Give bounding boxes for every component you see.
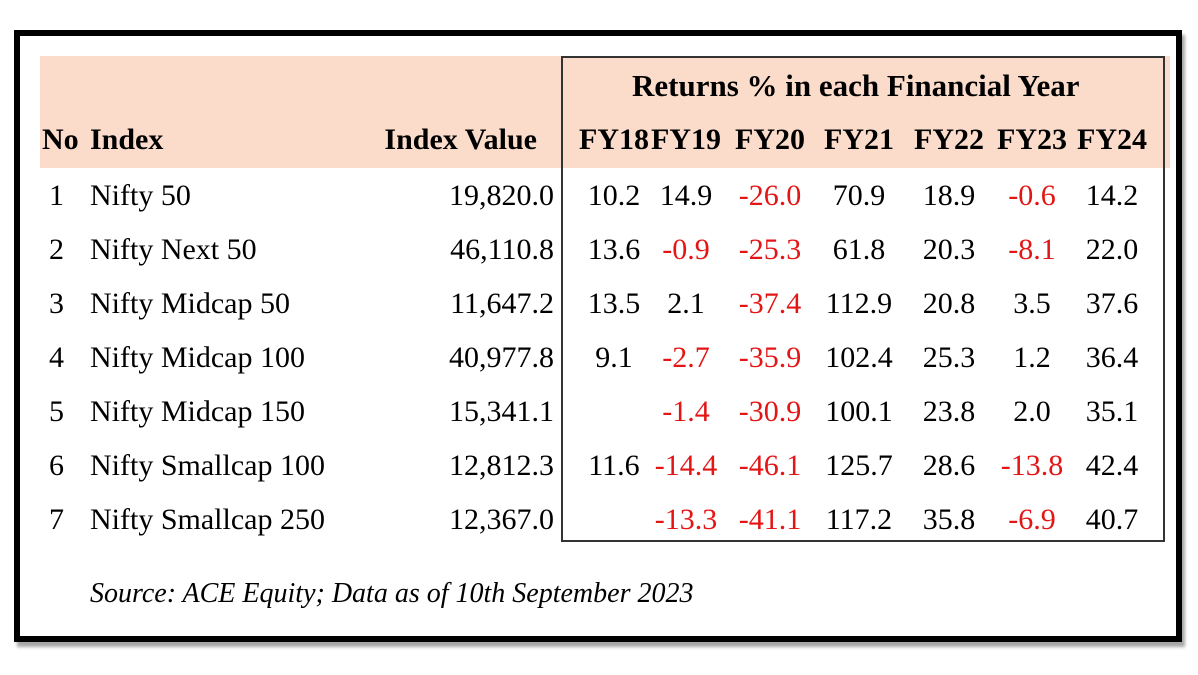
return-cell-fy21: 117.2 [825, 503, 893, 536]
return-cell-fy22: 20.3 [922, 233, 976, 266]
return-cell-fy24: 37.6 [1085, 287, 1139, 320]
source-note: Source: ACE Equity; Data as of 10th Sept… [90, 578, 694, 609]
index-name: Nifty Next 50 [90, 233, 257, 266]
return-cell-fy24: 36.4 [1085, 341, 1139, 374]
return-cell-fy24: 22.0 [1085, 233, 1139, 266]
index-value: 11,647.2 [450, 287, 554, 320]
return-cell-fy19: 14.9 [659, 179, 713, 212]
col-header-fy22: FY22 [914, 123, 984, 156]
index-name: Nifty Midcap 150 [90, 395, 305, 428]
return-cell-fy20: -25.3 [738, 233, 802, 266]
index-name: Nifty Smallcap 250 [90, 503, 325, 536]
return-cell-fy23: 1.2 [1013, 341, 1051, 374]
return-cell-fy22: 28.6 [922, 449, 976, 482]
return-cell-fy20: -35.9 [738, 341, 802, 374]
return-cell-fy18: 11.6 [588, 449, 640, 482]
return-cell-fy20: -46.1 [738, 449, 802, 482]
return-cell-fy24: 40.7 [1085, 503, 1139, 536]
return-cell-fy20: -30.9 [738, 395, 802, 428]
index-name: Nifty Midcap 100 [90, 341, 305, 374]
table-frame: Returns % in each Financial Year No Inde… [14, 30, 1182, 642]
return-cell-fy19: -2.7 [662, 341, 710, 374]
row-number: 4 [49, 341, 64, 374]
return-cell-fy19: -1.4 [662, 395, 710, 428]
row-number: 1 [49, 179, 64, 212]
row-number: 7 [49, 503, 64, 536]
return-cell-fy22: 25.3 [922, 341, 976, 374]
return-cell-fy19: -0.9 [662, 233, 710, 266]
return-cell-fy24: 35.1 [1085, 395, 1139, 428]
col-header-no: No [42, 123, 79, 156]
return-cell-fy21: 125.7 [825, 449, 893, 482]
return-cell-fy23: -8.1 [1008, 233, 1056, 266]
return-cell-fy20: -41.1 [738, 503, 802, 536]
return-cell-fy22: 20.8 [922, 287, 976, 320]
col-header-fy20: FY20 [735, 123, 805, 156]
return-cell-fy23: 3.5 [1013, 287, 1051, 320]
return-cell-fy19: -14.4 [654, 449, 718, 482]
col-header-fy23: FY23 [997, 123, 1067, 156]
return-cell-fy18: 13.6 [587, 233, 641, 266]
return-cell-fy18: 10.2 [587, 179, 641, 212]
index-value: 12,367.0 [449, 503, 554, 536]
index-value: 19,820.0 [449, 179, 554, 212]
return-cell-fy21: 112.9 [825, 287, 893, 320]
col-header-fy18: FY18 [579, 123, 649, 156]
returns-group-header: Returns % in each Financial Year [632, 68, 1080, 103]
return-cell-fy21: 70.9 [832, 179, 886, 212]
index-name: Nifty Midcap 50 [90, 287, 290, 320]
return-cell-fy24: 14.2 [1085, 179, 1139, 212]
return-cell-fy21: 100.1 [825, 395, 893, 428]
index-name: Nifty Smallcap 100 [90, 449, 325, 482]
col-header-index-value: Index Value [384, 123, 537, 156]
returns-section-border [561, 56, 1165, 542]
row-number: 2 [49, 233, 64, 266]
index-value: 12,812.3 [449, 449, 554, 482]
return-cell-fy23: -13.8 [1000, 449, 1064, 482]
return-cell-fy21: 102.4 [825, 341, 893, 374]
index-value: 40,977.8 [449, 341, 554, 374]
index-value: 15,341.1 [449, 395, 554, 428]
row-number: 6 [49, 449, 64, 482]
return-cell-fy18: 13.5 [587, 287, 641, 320]
row-number: 3 [49, 287, 64, 320]
return-cell-fy19: -13.3 [654, 503, 718, 536]
col-header-fy21: FY21 [824, 123, 894, 156]
col-header-fy24: FY24 [1077, 123, 1147, 156]
return-cell-fy18: 9.1 [595, 341, 633, 374]
return-cell-fy23: 2.0 [1013, 395, 1051, 428]
return-cell-fy24: 42.4 [1085, 449, 1139, 482]
return-cell-fy22: 35.8 [922, 503, 976, 536]
row-number: 5 [49, 395, 64, 428]
return-cell-fy19: 2.1 [667, 287, 705, 320]
return-cell-fy20: -37.4 [738, 287, 802, 320]
return-cell-fy23: -0.6 [1008, 179, 1056, 212]
header-background [40, 56, 1170, 168]
return-cell-fy22: 18.9 [922, 179, 976, 212]
col-header-index: Index [90, 123, 164, 156]
col-header-fy19: FY19 [651, 123, 721, 156]
return-cell-fy22: 23.8 [922, 395, 976, 428]
index-value: 46,110.8 [450, 233, 554, 266]
return-cell-fy20: -26.0 [738, 179, 802, 212]
return-cell-fy21: 61.8 [832, 233, 886, 266]
index-name: Nifty 50 [90, 179, 191, 212]
return-cell-fy23: -6.9 [1008, 503, 1056, 536]
